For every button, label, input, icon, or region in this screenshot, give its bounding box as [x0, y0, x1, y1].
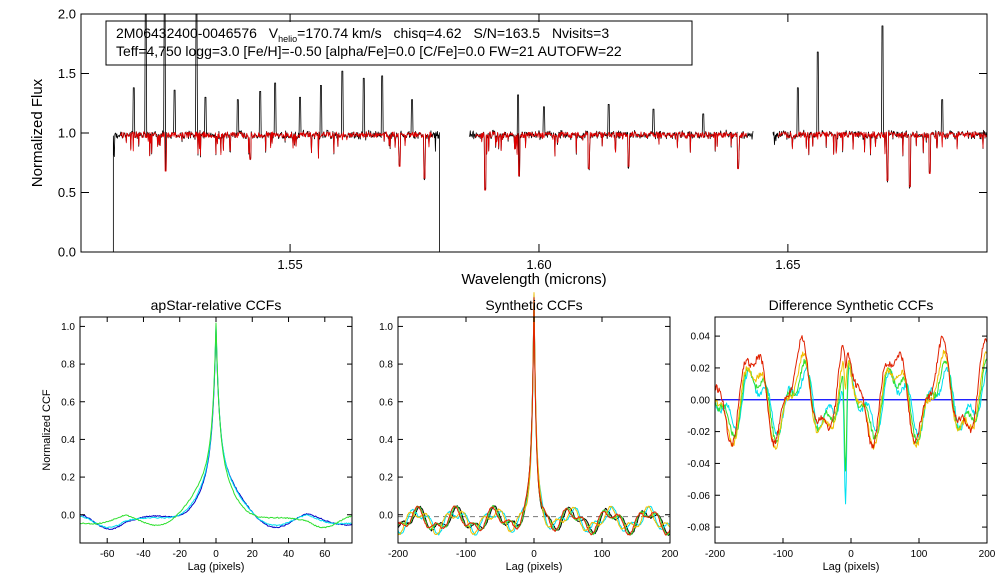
ccf2-y-tick-label: 0.6: [379, 397, 393, 408]
spectrum-x-tick-label: 1.60: [526, 257, 551, 272]
ccf3-x-tick-label: 100: [911, 549, 928, 560]
spectrum-panel: 1.55 1.60 1.65 0.0 0.5 1.0 1.5 2.0 Wavelength (m…: [29, 7, 988, 288]
ccf1-x-tick-label: 20: [247, 549, 259, 560]
vhelio-prefix: V: [269, 25, 279, 41]
ccf1-x-tick-label: -60: [100, 549, 115, 560]
ccf2-axes-frame: [397, 316, 671, 544]
ccf3-x-tick-label: -100: [773, 549, 793, 560]
ccf3-y-tick-label: -0.02: [687, 427, 710, 438]
ccf2-x-tick-label: -200: [388, 549, 408, 560]
ccf3-x-axis-label: Lag (pixels): [823, 561, 880, 573]
vhelio-value: =170.74 km/s: [297, 25, 381, 41]
ccf1-y-tick-label: 0.0: [61, 510, 75, 521]
ccf3-panel: -200 -100 0 100 200 -0.08 -0.06 -0.04 -0.02 0.00 0…: [687, 297, 996, 573]
chisq: chisq=4.62: [393, 25, 461, 41]
ccf3-x-tick-label: 200: [979, 549, 996, 560]
spectrum-y-axis-label: Normalized Flux: [29, 78, 46, 187]
ccf2-plot-content: [397, 292, 671, 536]
ccf1-series-3: [79, 322, 353, 529]
ccf1-x-tick-label: -40: [136, 549, 151, 560]
ccf1-x-axis-label: Lag (pixels): [188, 561, 245, 573]
ccf2-title: Synthetic CCFs: [485, 297, 582, 313]
ccf1-x-tick-label: 60: [319, 549, 331, 560]
ccf2-x-tick-label: 200: [662, 549, 679, 560]
ccf1-x-tick-label: 40: [283, 549, 295, 560]
ccf1-y-axis-label: Normalized CCF: [41, 389, 53, 471]
ccf3-y-tick-label: -0.04: [687, 459, 710, 470]
header-box: [105, 20, 693, 66]
ccf2-x-tick-label: -100: [456, 549, 476, 560]
spectrum-y-tick-label: 0.0: [58, 245, 76, 260]
observed-spectrum-line: [468, 94, 754, 191]
ccf2-x-tick-label: 100: [594, 549, 611, 560]
snr: S/N=163.5: [473, 25, 540, 41]
model-spectrum-line: [777, 131, 987, 187]
model-spectrum-line: [119, 131, 433, 179]
ccf1-panel: -60 -40 -20 0 20 40 60 0.0 0.2 0.4 0.6 0.8 1.0 apStar…: [41, 297, 353, 573]
ccf1-series-2: [79, 323, 353, 529]
ccf1-y-tick-label: 0.4: [61, 435, 75, 446]
model-spectrum-line: [474, 131, 748, 191]
ccf3-y-tick-label: 0.02: [691, 363, 711, 374]
ccf1-title: apStar-relative CCFs: [151, 297, 282, 313]
nvisits: Nvisits=3: [552, 25, 609, 41]
header-line-2: Teff=4,750 logg=3.0 [Fe/H]=-0.50 [alpha/…: [116, 43, 622, 59]
ccf2-panel: -200 -100 0 100 200 0.0 0.2 0.4 0.6 0.8 1.0 Synthet…: [379, 292, 679, 573]
ccf3-y-tick-label: 0.04: [691, 332, 711, 343]
ccf2-x-tick-label: 0: [531, 549, 537, 560]
ccf3-y-tick-label: -0.08: [687, 523, 710, 534]
spectrum-plot-content: [112, 14, 987, 252]
ccf3-y-tick-label: -0.06: [687, 491, 710, 502]
ccf3-x-tick-label: 0: [848, 549, 854, 560]
ccf1-x-tick-label: -20: [173, 549, 188, 560]
ccf2-y-tick-label: 0.0: [379, 510, 393, 521]
ccf3-series-3: [714, 349, 988, 450]
ccf2-y-tick-label: 1.0: [379, 322, 393, 333]
header-line-1: 2M06432400-0046576 Vhelio=170.74 km/s ch…: [116, 25, 609, 44]
spectrum-x-tick-label: 1.55: [277, 257, 302, 272]
header-legend: 2M06432400-0046576 Vhelio=170.74 km/s ch…: [105, 20, 693, 66]
ccf3-title: Difference Synthetic CCFs: [769, 297, 934, 313]
observed-spectrum-line: [772, 25, 987, 189]
ccf2-y-tick-label: 0.8: [379, 360, 393, 371]
spectrum-y-tick-label: 0.5: [58, 185, 76, 200]
ccf3-y-tick-label: 0.00: [691, 395, 711, 406]
ccf2-series-5: [397, 297, 671, 536]
vhelio-sub: helio: [278, 34, 297, 44]
star-id: 2M06432400-0046576: [116, 25, 257, 41]
ccf2-y-tick-label: 0.2: [379, 473, 393, 484]
ccf3-plot-content: [714, 335, 988, 505]
ccf1-y-tick-label: 0.8: [61, 360, 75, 371]
ccf1-x-tick-label: 0: [213, 549, 219, 560]
ccf1-plot-content: [79, 322, 353, 530]
spectrum-y-tick-label: 2.0: [58, 7, 76, 22]
spectrum-x-tick-label: 1.65: [775, 257, 800, 272]
ccf1-axes-frame: [79, 316, 353, 544]
ccf1-y-tick-label: 1.0: [61, 322, 75, 333]
ccf1-y-tick-label: 0.2: [61, 473, 75, 484]
ccf1-y-tick-label: 0.6: [61, 397, 75, 408]
ccf3-x-tick-label: -200: [705, 549, 725, 560]
spectrum-y-tick-label: 1.0: [58, 126, 76, 141]
ccf1-series-1: [79, 328, 353, 530]
ccf2-x-axis-label: Lag (pixels): [506, 561, 563, 573]
ccf2-y-tick-label: 0.4: [379, 435, 393, 446]
spectrum-y-tick-label: 1.5: [58, 66, 76, 81]
spectrum-x-axis-label: Wavelength (microns): [461, 271, 606, 288]
ccf3-series-4: [714, 335, 988, 449]
